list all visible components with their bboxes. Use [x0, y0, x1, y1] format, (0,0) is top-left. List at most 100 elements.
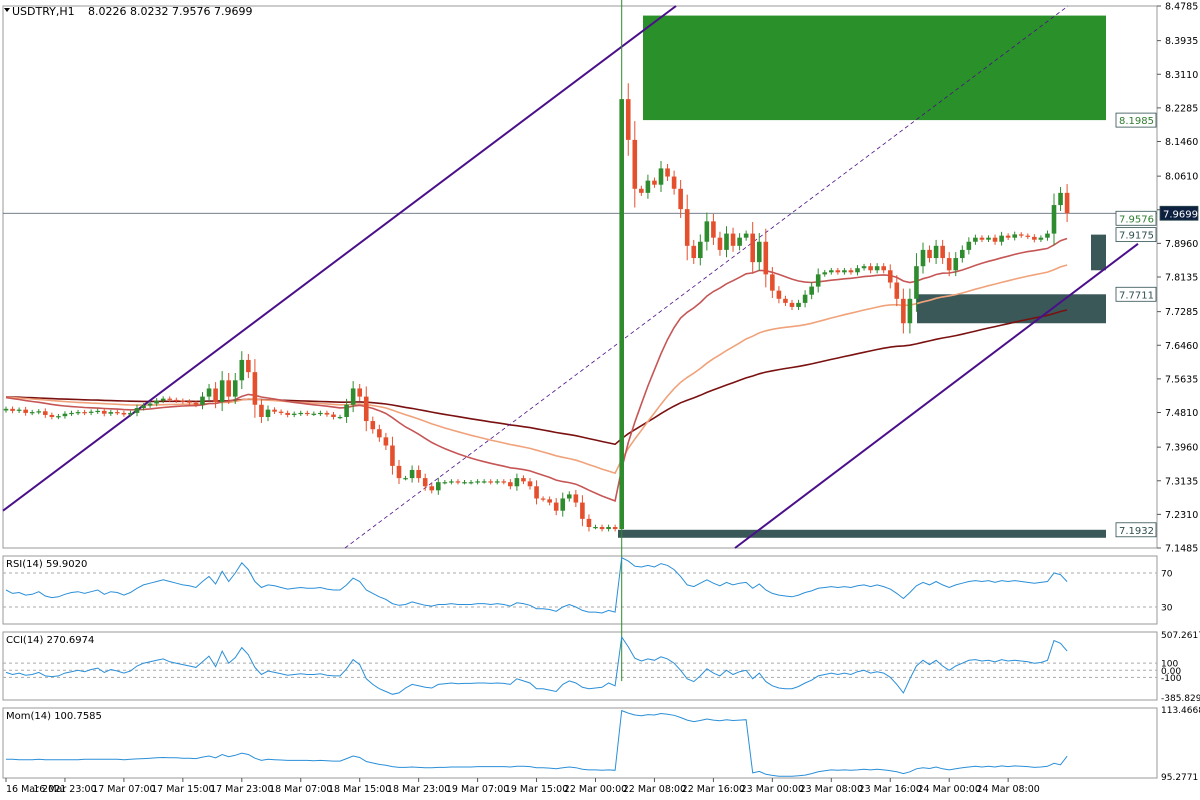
- osc-tick-label: 113.4668: [1161, 706, 1200, 716]
- candle-body: [501, 481, 507, 483]
- y-tick-label: 7.8135: [1165, 273, 1198, 284]
- price-zone: [643, 15, 1106, 121]
- candle-body: [180, 400, 186, 402]
- osc-tick-label: 100: [1161, 660, 1178, 670]
- candle-body: [455, 481, 461, 483]
- candle-body: [822, 272, 828, 275]
- osc-tick-label: 30: [1161, 604, 1173, 614]
- y-tick-label: 8.0610: [1165, 172, 1198, 183]
- price-zones: [618, 15, 1106, 538]
- x-tick-label: 18 Mar 07:00: [269, 784, 332, 795]
- current-price-label: 7.9699: [1163, 209, 1198, 220]
- candle-body: [272, 409, 277, 412]
- candle-body: [567, 494, 572, 499]
- candle-body: [337, 416, 343, 419]
- channel-mid-dashed-line[interactable]: [344, 5, 1069, 549]
- candle-body: [770, 274, 775, 291]
- x-tick-label: 19 Mar 07:00: [446, 784, 509, 795]
- y-tick-label: 7.3135: [1165, 476, 1198, 487]
- x-tick-label: 24 Mar 08:00: [976, 784, 1039, 795]
- y-tick-label: 7.8960: [1165, 239, 1198, 250]
- candle-body: [717, 237, 723, 250]
- dropdown-triangle-icon[interactable]: [4, 8, 10, 12]
- candle-body: [1012, 234, 1017, 238]
- x-tick-label: 16 Mar 2021: [6, 784, 66, 795]
- candle-body: [1005, 235, 1011, 238]
- candle-body: [475, 481, 480, 483]
- candle-body: [128, 412, 133, 415]
- rsi-line: [5, 556, 1068, 614]
- candle-body: [56, 416, 61, 418]
- x-tick-label: 22 Mar 00:00: [564, 784, 627, 795]
- candle-body: [979, 237, 985, 240]
- mid-zone-price-label: 7.7711: [1119, 290, 1154, 301]
- candle-body: [894, 282, 900, 299]
- rsi-label: RSI(14) 59.9020: [6, 559, 87, 570]
- candle-body: [730, 233, 736, 246]
- candle-body: [750, 233, 755, 263]
- y-tick-label: 8.2285: [1165, 103, 1198, 114]
- lower-box-price-box: [1115, 227, 1157, 243]
- y-tick-label: 7.1485: [1165, 544, 1198, 555]
- y-tick-label: 7.6460: [1165, 341, 1198, 352]
- candle-body: [187, 401, 192, 403]
- candle-body: [914, 266, 919, 299]
- y-tick-label: 7.3960: [1165, 443, 1198, 454]
- candle-body: [953, 258, 959, 271]
- candle-body: [278, 411, 284, 413]
- candle-body: [1018, 234, 1024, 236]
- candle-body: [606, 527, 611, 530]
- candle-body: [560, 498, 566, 511]
- channel-lower-line[interactable]: [734, 242, 1139, 549]
- bid-price-label: 7.9576: [1119, 214, 1154, 225]
- candle-body: [508, 482, 513, 487]
- candle-body: [815, 274, 821, 287]
- candle-body: [213, 388, 218, 402]
- candle-body: [3, 408, 9, 411]
- cci-panel: [2, 631, 1158, 701]
- candle-body: [966, 241, 972, 250]
- candle-body: [422, 478, 428, 487]
- candle-body: [704, 221, 710, 242]
- candle-body: [625, 99, 631, 140]
- candle-body: [95, 410, 100, 413]
- x-tick-label: 22 Mar 08:00: [623, 784, 686, 795]
- osc-tick-label: 95.2771: [1161, 773, 1198, 783]
- candle-body: [232, 380, 238, 397]
- price-zone: [618, 529, 1106, 538]
- channel-upper-line[interactable]: [2, 5, 677, 512]
- upper-zone-price-label: 8.1985: [1119, 116, 1154, 127]
- candle-body: [324, 412, 330, 415]
- x-tick-label: 17 Mar 23:00: [210, 784, 273, 795]
- candle-body: [350, 388, 356, 405]
- candle-body: [743, 233, 749, 238]
- chart-header-ohlc: 8.0226 8.0232 7.9576 7.9699: [88, 5, 252, 18]
- candle-body: [639, 188, 644, 193]
- x-tick-label: 23 Mar 08:00: [800, 784, 863, 795]
- candle-body: [848, 270, 854, 273]
- mid-zone-price-box: [1115, 286, 1157, 302]
- chart-header-symbol: USDTRY,H1: [12, 5, 75, 18]
- channel-lines[interactable]: [2, 5, 1139, 549]
- panel-frames: [2, 5, 1158, 779]
- candle-body: [49, 414, 55, 417]
- candle-body: [534, 486, 539, 499]
- low-zone-price-box: [1115, 522, 1157, 538]
- candle-body: [62, 413, 68, 417]
- candle-body: [940, 245, 945, 259]
- x-tick-label: 22 Mar 16:00: [682, 784, 745, 795]
- y-tick-label: 8.3935: [1165, 36, 1198, 47]
- oscillators: [5, 556, 1068, 777]
- y-tick-label: 7.4810: [1165, 408, 1198, 419]
- candle-body: [874, 266, 880, 271]
- ma-mid-line: [5, 264, 1068, 475]
- candle-body: [468, 482, 474, 484]
- y-tick-label: 7.7285: [1165, 307, 1198, 318]
- candle-body: [802, 294, 808, 303]
- candle-body: [547, 499, 552, 503]
- candle-body: [160, 398, 166, 401]
- candle-body: [481, 481, 487, 483]
- candle-body: [1045, 233, 1050, 238]
- candle-body: [305, 412, 310, 415]
